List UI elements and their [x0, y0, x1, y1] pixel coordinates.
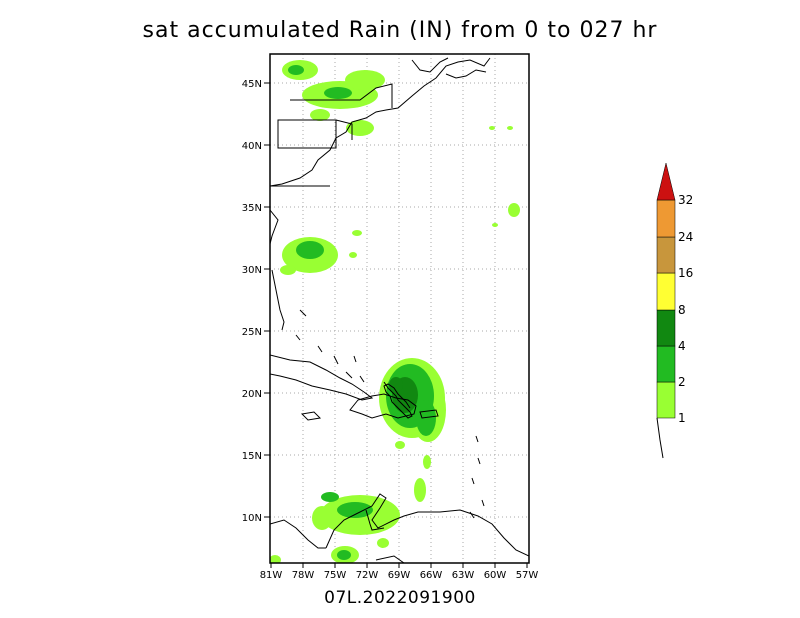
storm-id-label: 07L.2022091900	[324, 588, 476, 608]
colorbar-label: 4	[678, 339, 686, 353]
lon-tick-label: 57W	[516, 570, 539, 581]
lat-axis: 45N 40N 35N 30N 25N 20N 15N 10N	[242, 79, 270, 524]
lon-tick-label: 78W	[292, 570, 315, 581]
colorbar-swatch	[656, 272, 676, 311]
colorbar-label: 24	[678, 230, 693, 244]
colorbar-bottom-tail	[656, 417, 664, 459]
chart-title: sat accumulated Rain (IN) from 0 to 027 …	[142, 18, 658, 43]
colorbar-swatch	[656, 199, 676, 238]
colorbar-swatch	[656, 345, 676, 383]
lat-tick-label: 15N	[242, 451, 262, 462]
gridlines	[270, 54, 529, 563]
colorbar-label: 32	[678, 193, 693, 207]
lon-tick-label: 75W	[324, 570, 347, 581]
coastlines	[270, 57, 529, 563]
storm-track	[383, 381, 413, 419]
lon-tick-label: 60W	[484, 570, 507, 581]
lon-tick-label: 63W	[452, 570, 475, 581]
lon-tick-label: 69W	[388, 570, 411, 581]
lat-tick-label: 10N	[242, 513, 262, 524]
lat-tick-label: 45N	[242, 79, 262, 90]
rain-light-areas	[270, 60, 520, 563]
lat-tick-label: 25N	[242, 327, 262, 338]
colorbar-label: 2	[678, 375, 686, 389]
colorbar-swatch	[656, 309, 676, 347]
lon-tick-label: 81W	[260, 570, 283, 581]
lat-tick-label: 20N	[242, 389, 262, 400]
rain-moderate-areas	[288, 65, 436, 560]
colorbar-top-triangle	[656, 162, 676, 201]
colorbar: 1 2 4 8 16 24 32	[656, 162, 693, 459]
lat-tick-label: 30N	[242, 265, 262, 276]
colorbar-swatch	[656, 381, 676, 419]
lat-tick-label: 40N	[242, 141, 262, 152]
colorbar-label: 16	[678, 266, 693, 280]
colorbar-swatch	[656, 236, 676, 274]
lon-axis: 81W 78W 75W 72W 69W 66W 63W 60W 57W	[260, 563, 539, 581]
colorbar-label: 8	[678, 303, 686, 317]
lat-tick-label: 35N	[242, 203, 262, 214]
lon-tick-label: 66W	[420, 570, 443, 581]
lon-tick-label: 72W	[356, 570, 379, 581]
colorbar-label: 1	[678, 411, 686, 425]
rain-heavy-areas	[389, 377, 418, 413]
